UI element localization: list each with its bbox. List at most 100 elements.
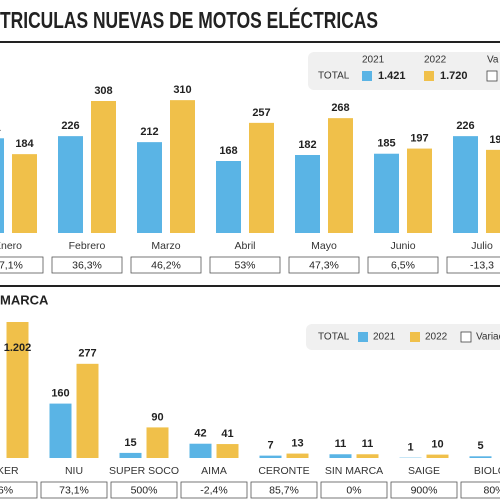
section-title: MARCA [0, 292, 49, 307]
legend-entry: 2021 [362, 55, 385, 66]
data-label: 11 [335, 438, 347, 450]
data-label: 268 [331, 102, 349, 114]
data-label: 184 [15, 138, 34, 150]
legend-box [306, 324, 500, 350]
variation-label: 85,7% [269, 484, 299, 496]
bar [286, 453, 309, 458]
data-label: 194 [489, 134, 500, 146]
bar [49, 403, 72, 458]
variation-label: ,6% [0, 484, 13, 496]
data-label: 197 [410, 132, 428, 144]
legend-entry: 2022 [424, 55, 447, 66]
variation-box [0, 481, 38, 499]
legend-swatch [486, 70, 498, 82]
legend-total-label: TOTAL [318, 71, 350, 82]
legend-box [308, 52, 500, 90]
bar [356, 454, 379, 458]
data-label: 41 [221, 428, 233, 440]
data-label: 310 [173, 84, 191, 96]
legend-swatch [358, 332, 368, 342]
variation-label: 6,5% [391, 259, 415, 271]
data-label: 226 [456, 120, 474, 132]
variation-box [446, 256, 500, 274]
x-tick-label: Febrero [69, 240, 106, 252]
variation-box [250, 481, 318, 499]
variation-label: -2,4% [200, 484, 227, 496]
variation-box [209, 256, 281, 274]
data-label: 160 [51, 388, 69, 400]
bar [12, 154, 37, 233]
data-label: 185 [377, 138, 395, 150]
bar [374, 153, 399, 233]
variation-label: 73,1% [59, 484, 89, 496]
title: TRICULAS NUEVAS DE MOTOS ELÉCTRICAS [0, 6, 378, 33]
variation-label: 80% [483, 484, 500, 496]
bar [137, 142, 162, 233]
x-tick-label: CERONTE [258, 465, 309, 477]
x-tick-label: SAIGE [408, 465, 440, 477]
data-label: 5 [477, 440, 483, 452]
x-tick-label: SUPER SOCO [109, 465, 179, 477]
variation-box [390, 481, 458, 499]
data-label: 90 [151, 411, 163, 423]
x-tick-label: Marzo [151, 240, 180, 252]
data-label: 226 [61, 120, 79, 132]
data-label: 168 [219, 145, 237, 157]
legend-total: 1.720 [440, 70, 468, 82]
data-label: 221 [0, 122, 1, 134]
bar [58, 136, 83, 233]
legend-total: 1.421 [378, 70, 406, 82]
bar [407, 148, 432, 233]
bar [6, 322, 29, 458]
bar [259, 455, 282, 458]
variation-box [40, 481, 108, 499]
variation-box [460, 481, 500, 499]
legend-swatch [410, 332, 420, 342]
bar [189, 443, 212, 458]
bar [0, 138, 4, 233]
variation-box [180, 481, 248, 499]
variation-label: -13,3 [470, 259, 494, 271]
plot-area [0, 100, 500, 234]
x-tick-label: SIN MARCA [325, 465, 383, 477]
bar [426, 454, 449, 458]
x-tick-label: Abril [234, 240, 255, 252]
bar [249, 122, 274, 233]
x-tick-label: Enero [0, 240, 22, 252]
data-label: 257 [252, 107, 270, 119]
variation-box [367, 256, 439, 274]
variation-label: 46,2% [151, 259, 181, 271]
legend-swatch [424, 71, 434, 81]
bar [295, 155, 320, 233]
variation-label: 17,1% [0, 259, 23, 271]
data-label: 308 [94, 85, 112, 97]
variation-label: 0% [346, 484, 361, 496]
data-label: 1 [407, 442, 413, 454]
data-label: 277 [78, 348, 96, 360]
legend-entry: 2021 [373, 332, 396, 343]
variation-label: 53% [234, 259, 255, 271]
data-label: 10 [431, 439, 443, 451]
plot-area [6, 322, 492, 458]
data-label: 1.202 [4, 342, 32, 354]
variation-label: 36,3% [72, 259, 102, 271]
legend-swatch [460, 331, 472, 343]
x-tick-label: NIU [65, 465, 83, 477]
legend-entry: Va [487, 55, 499, 66]
data-label: 7 [267, 440, 273, 452]
legend-entry: 2022 [425, 332, 448, 343]
variation-box [110, 481, 178, 499]
variation-box [51, 256, 123, 274]
variation-box [320, 481, 388, 499]
variation-label: 900% [411, 484, 438, 496]
data-label: 42 [194, 428, 206, 440]
bar [328, 118, 353, 233]
bar [216, 444, 239, 458]
data-label: 182 [298, 139, 316, 151]
data-label: 11 [362, 438, 374, 450]
legend-entry: Variac [476, 332, 500, 343]
bar [119, 452, 142, 458]
variation-box [288, 256, 360, 274]
x-tick-label: BIOLOG [474, 465, 500, 477]
